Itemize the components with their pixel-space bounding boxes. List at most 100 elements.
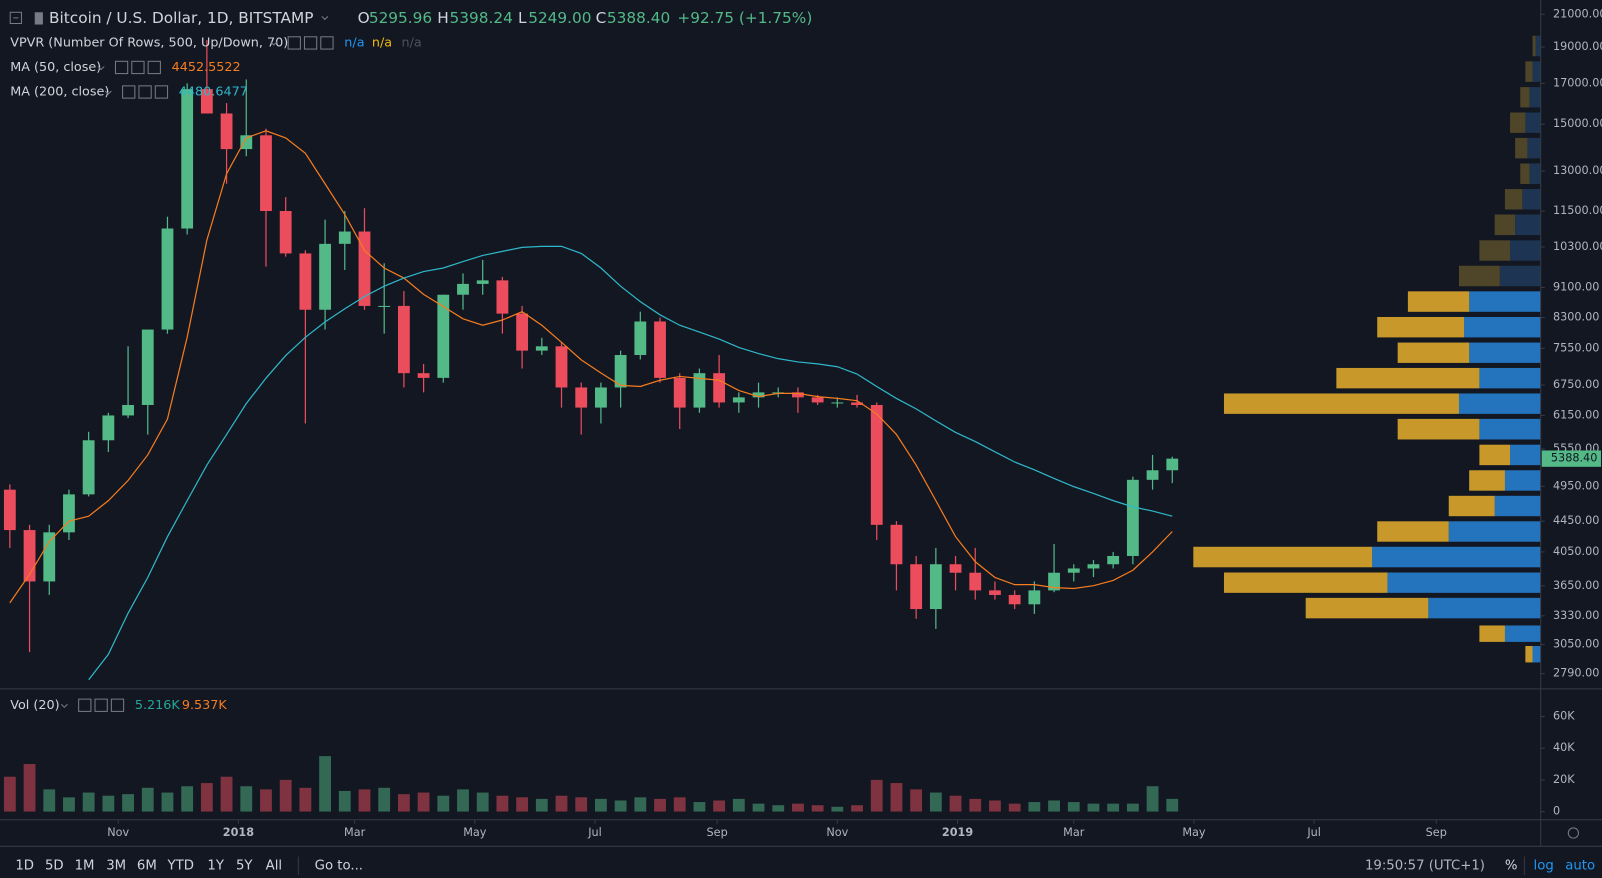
candle-body: [161, 228, 174, 330]
profile-down: [1479, 240, 1511, 261]
candle-body: [910, 564, 923, 610]
log-toggle[interactable]: log: [1534, 859, 1554, 874]
range-button[interactable]: YTD: [167, 859, 194, 874]
y-tick-label: 9100.00: [1553, 280, 1599, 293]
volume-bar: [929, 792, 942, 812]
ma200-label[interactable]: MA (200, close): [10, 84, 109, 99]
candle-body: [870, 405, 883, 525]
range-button[interactable]: 6M: [137, 859, 157, 874]
candle-body: [1028, 590, 1041, 605]
volume-bar: [890, 783, 903, 812]
volume-bar: [634, 797, 647, 812]
auto-toggle[interactable]: auto: [1565, 859, 1595, 874]
symbol-title[interactable]: Bitcoin / U.S. Dollar, 1D, BITSTAMP: [49, 9, 313, 27]
volume-bar: [792, 803, 804, 812]
volume-bar: [260, 789, 272, 812]
remove-button[interactable]: [110, 698, 125, 712]
settings-button[interactable]: [303, 36, 318, 50]
remove-button[interactable]: [147, 60, 161, 75]
profile-down: [1407, 291, 1470, 312]
profile-down: [1532, 35, 1536, 57]
candle-body: [358, 231, 371, 306]
remove-button[interactable]: [320, 36, 334, 50]
y-tick-label: 6750.00: [1553, 378, 1599, 391]
volume-bar: [338, 790, 351, 812]
volume-bar: [417, 792, 430, 812]
range-button[interactable]: 1D: [15, 859, 34, 874]
last-price-box: [1541, 450, 1601, 467]
ohlc-key: H: [437, 9, 449, 27]
candle-body: [200, 89, 213, 114]
profile-up: [1499, 265, 1541, 287]
hide-button[interactable]: [122, 85, 136, 99]
candle-body: [82, 440, 95, 495]
candle-body: [555, 346, 568, 388]
settings-gear[interactable]: [1567, 827, 1580, 839]
volume-bar: [23, 764, 36, 812]
volume-bar: [141, 787, 154, 812]
volume-bar: [43, 789, 56, 812]
volume-tick-label: 20K: [1553, 773, 1575, 786]
vpvr-value: n/a: [344, 35, 364, 50]
candle-body: [299, 253, 312, 310]
volume-bar: [910, 789, 923, 812]
profile-down: [1469, 470, 1505, 491]
volume-bar: [161, 792, 174, 812]
range-button[interactable]: 3M: [106, 859, 126, 874]
chevron: [60, 703, 68, 709]
candle-body: [437, 294, 450, 378]
x-tick-label: 2019: [942, 826, 973, 839]
candle-body: [693, 373, 706, 408]
profile-down: [1520, 87, 1530, 108]
settings-button[interactable]: [131, 60, 145, 75]
candle-body: [575, 387, 588, 408]
symbol-icon: [34, 12, 43, 25]
settings-button[interactable]: [94, 698, 108, 712]
hide-button[interactable]: [287, 36, 301, 50]
range-button[interactable]: 1Y: [207, 859, 224, 874]
profile-down: [1336, 367, 1480, 389]
volume-bar: [102, 795, 115, 812]
profile-up: [1494, 495, 1541, 517]
settings-button[interactable]: [138, 85, 152, 99]
y-tick-label: 4950.00: [1553, 479, 1599, 492]
volume-bar: [1048, 800, 1060, 812]
volume-tick-label: 60K: [1553, 710, 1575, 723]
candle-body: [1146, 470, 1159, 480]
candle-body: [752, 392, 765, 398]
candle-body: [496, 280, 509, 314]
candle-body: [969, 572, 982, 591]
remove-button[interactable]: [154, 85, 169, 99]
volume-bar: [732, 798, 745, 812]
volume-label[interactable]: Vol (20): [10, 698, 59, 713]
volume-bar: [240, 786, 253, 812]
hide-button[interactable]: [78, 698, 92, 712]
volume-tick-label: 40K: [1553, 741, 1575, 754]
range-button[interactable]: All: [266, 859, 282, 874]
collapse-button[interactable]: [9, 11, 22, 25]
ma50-value: 4452.5522: [172, 60, 241, 75]
candle-body: [23, 530, 36, 582]
goto-button[interactable]: Go to...: [315, 859, 363, 874]
profile-down: [1448, 495, 1495, 517]
volume-bar: [200, 783, 213, 812]
ma50-label[interactable]: MA (50, close): [10, 60, 101, 75]
ohlc-value: 5295.96: [369, 9, 432, 27]
range-button[interactable]: 5Y: [236, 859, 253, 874]
candle-body: [851, 402, 863, 406]
percent-toggle[interactable]: %: [1505, 859, 1518, 874]
y-tick-label: 3330.00: [1553, 609, 1599, 622]
x-tick-label: May: [463, 826, 487, 839]
range-button[interactable]: 1M: [75, 859, 95, 874]
candle-body: [516, 313, 529, 351]
candle-body: [63, 494, 75, 533]
ohlc-value: 5388.40: [607, 9, 670, 27]
range-button[interactable]: 5D: [45, 859, 64, 874]
vpvr-label[interactable]: VPVR (Number Of Rows, 500, Up/Down, 70): [10, 35, 288, 50]
volume-bar: [1008, 803, 1021, 812]
hide-button[interactable]: [114, 60, 129, 75]
y-tick-label: 3050.00: [1553, 638, 1599, 651]
